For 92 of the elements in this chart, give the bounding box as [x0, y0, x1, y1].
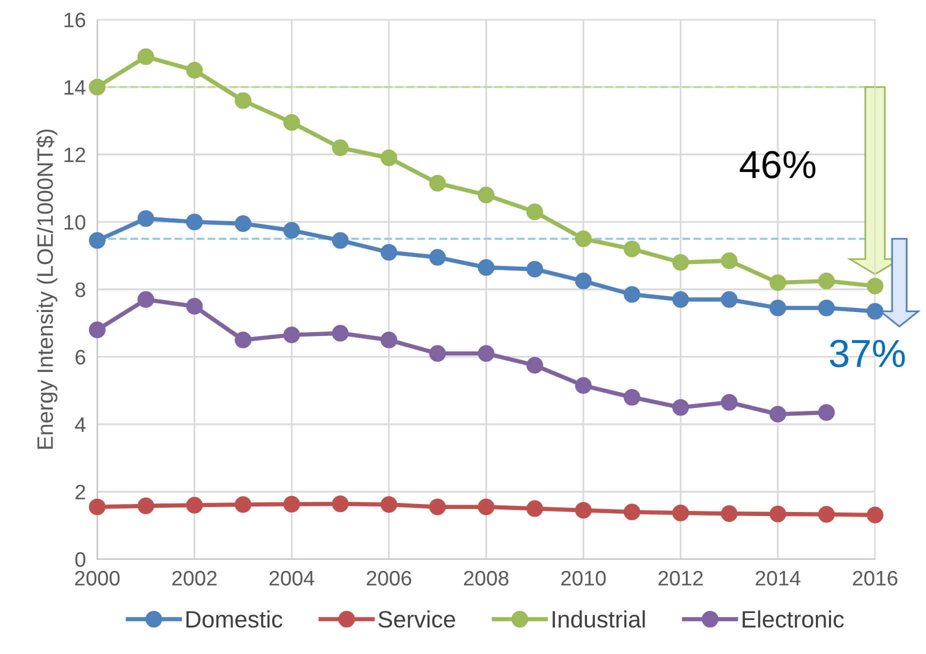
- point: [478, 345, 494, 362]
- point: [478, 259, 494, 276]
- legend-label: Service: [378, 610, 456, 628]
- point: [526, 500, 544, 517]
- point: [380, 496, 398, 513]
- x-tick-label: 2014: [756, 570, 800, 586]
- point: [186, 62, 203, 79]
- point: [818, 300, 835, 316]
- point: [234, 92, 252, 109]
- point: [866, 278, 884, 294]
- point: [234, 332, 252, 348]
- point: [332, 324, 349, 342]
- point: [186, 214, 203, 230]
- point: [526, 260, 544, 278]
- point: [672, 254, 689, 271]
- point: [720, 505, 738, 522]
- y-tick-label: 8: [75, 282, 86, 298]
- point: [429, 345, 446, 362]
- y-tick-label: 0: [75, 552, 86, 567]
- point: [720, 291, 738, 308]
- point: [770, 274, 786, 291]
- legend-label: Industrial: [552, 610, 645, 628]
- x-tick-label: 2016: [852, 570, 898, 586]
- point: [526, 204, 544, 220]
- point: [332, 232, 349, 249]
- point: [720, 252, 738, 270]
- point: [478, 498, 494, 516]
- y-tick-label: 16: [64, 12, 86, 28]
- x-tick-label: 2008: [464, 570, 508, 586]
- point: [88, 78, 106, 96]
- point: [575, 377, 592, 394]
- x-tick-label: 2000: [75, 570, 120, 586]
- y-tick-label: 2: [76, 484, 86, 500]
- point: [138, 291, 154, 308]
- point: [429, 498, 446, 516]
- y-axis-title: Energy Intensity (LOE/1000NT$): [36, 130, 58, 449]
- y-tick-label: 6: [76, 350, 86, 365]
- point: [770, 506, 786, 522]
- point: [138, 48, 154, 66]
- x-tick-label: 2010: [561, 570, 606, 586]
- point: [478, 186, 494, 204]
- point: [770, 406, 786, 422]
- x-tick-label: 2004: [270, 570, 314, 586]
- point: [575, 272, 592, 290]
- point: [332, 139, 349, 156]
- x-tick-label: 2006: [366, 570, 412, 586]
- annotation: 46%: [740, 150, 816, 178]
- point: [526, 356, 544, 374]
- point: [380, 332, 398, 348]
- point: [332, 496, 349, 512]
- point: [672, 291, 689, 308]
- legend-label: Domestic: [186, 610, 282, 628]
- point: [770, 300, 786, 316]
- point: [429, 174, 446, 192]
- point: [624, 504, 640, 520]
- y-tick-label: 10: [64, 214, 86, 230]
- point: [575, 230, 592, 248]
- point: [866, 302, 884, 320]
- point: [88, 322, 106, 338]
- point: [720, 394, 738, 411]
- point: [234, 215, 252, 232]
- x-tick-label: 2012: [658, 570, 703, 586]
- point: [818, 404, 835, 421]
- point: [283, 496, 300, 513]
- annotation: 37%: [830, 340, 905, 368]
- point: [186, 298, 203, 315]
- x-tick-label: 2002: [172, 570, 217, 586]
- point: [818, 272, 835, 290]
- y-tick-label: 4: [75, 418, 86, 432]
- y-tick-label: 12: [64, 148, 86, 162]
- point: [575, 502, 592, 519]
- point: [429, 249, 446, 266]
- point: [138, 498, 154, 514]
- point: [818, 506, 835, 523]
- point: [88, 232, 106, 249]
- point: [138, 210, 154, 227]
- point: [283, 114, 300, 131]
- point: [234, 496, 252, 513]
- point: [672, 399, 689, 416]
- legend-label: Electronic: [742, 610, 844, 628]
- point: [88, 498, 106, 516]
- point: [380, 150, 398, 166]
- point: [380, 244, 398, 261]
- point: [672, 504, 689, 522]
- y-tick-label: 14: [64, 80, 86, 95]
- point: [866, 506, 884, 524]
- point: [624, 388, 640, 406]
- point: [624, 286, 640, 303]
- point: [186, 496, 203, 514]
- point: [283, 326, 300, 344]
- point: [283, 222, 300, 239]
- point: [624, 240, 640, 258]
